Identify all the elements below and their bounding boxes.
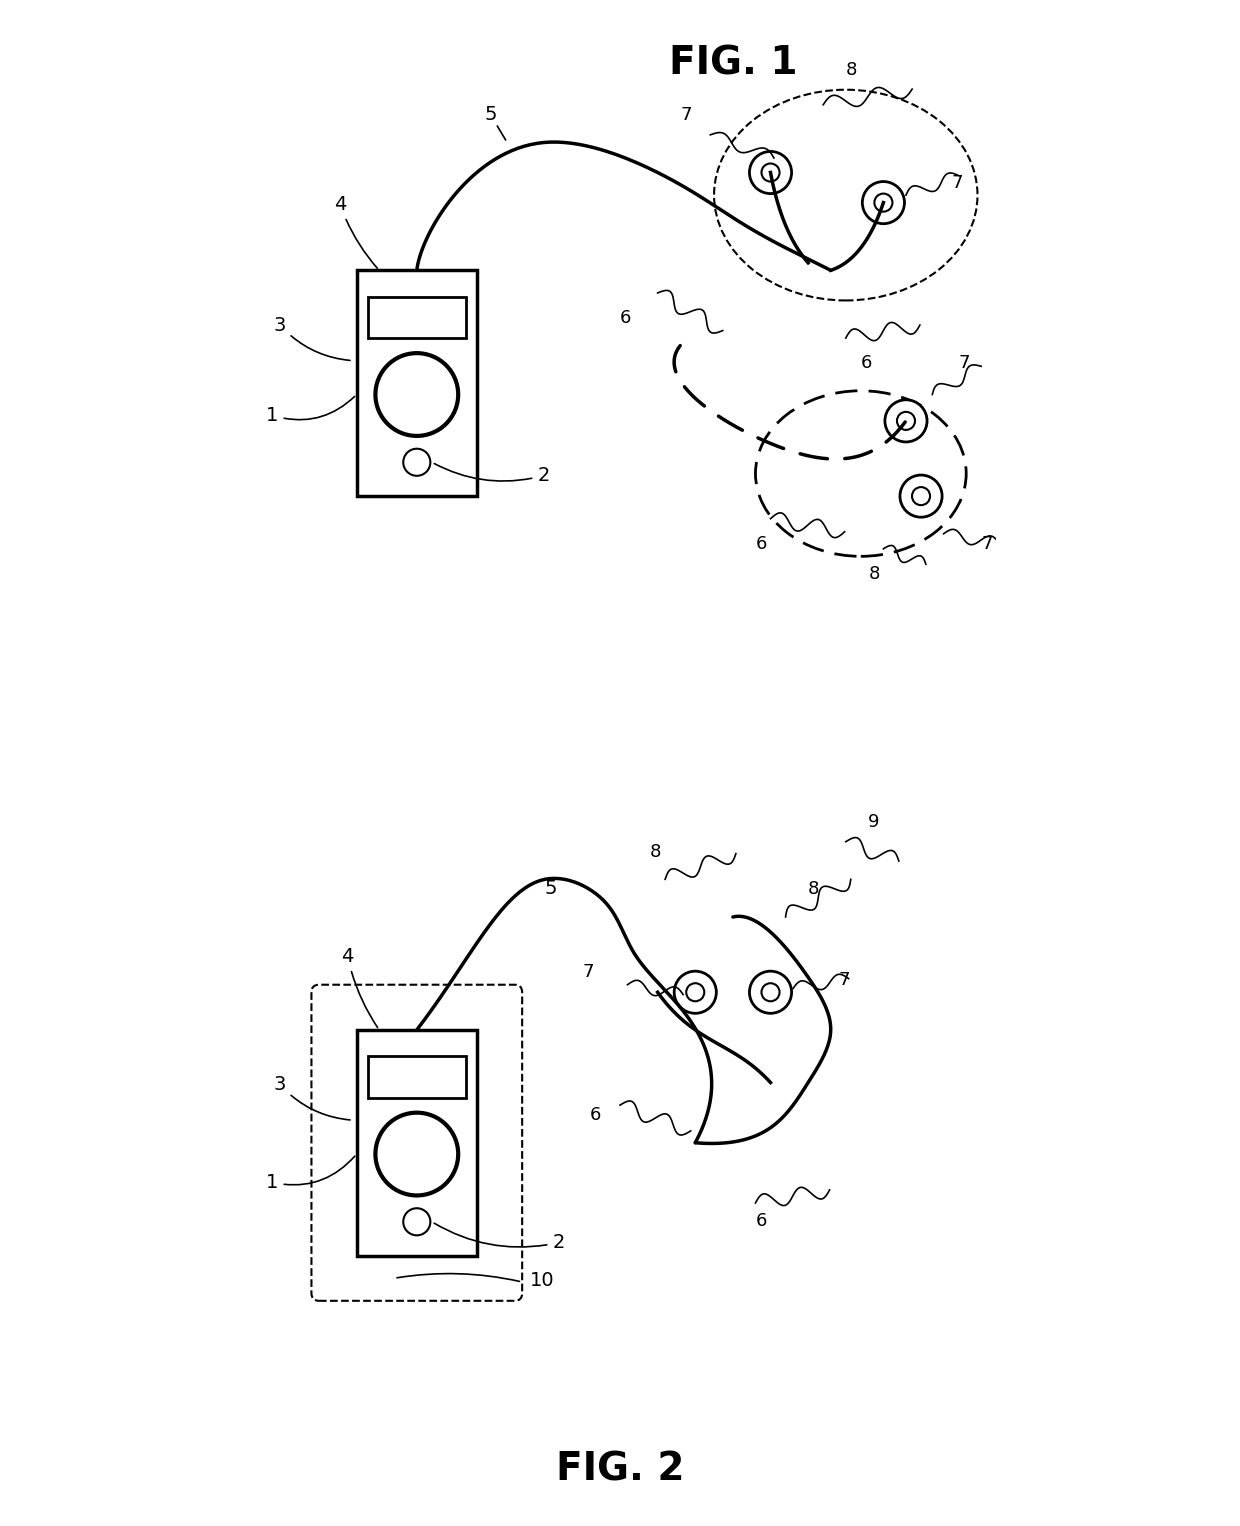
Text: 2: 2 (434, 464, 549, 485)
Circle shape (874, 194, 893, 212)
Text: 6: 6 (755, 1212, 766, 1230)
Circle shape (749, 971, 791, 1013)
Text: 7: 7 (959, 354, 970, 372)
Text: FIG. 2: FIG. 2 (556, 1451, 684, 1489)
Text: 8: 8 (650, 842, 661, 861)
Circle shape (403, 1209, 430, 1236)
Circle shape (675, 971, 717, 1013)
Text: 5: 5 (544, 879, 557, 899)
Text: 10: 10 (529, 1271, 554, 1289)
Text: 9: 9 (868, 813, 880, 830)
Circle shape (376, 353, 459, 436)
Circle shape (749, 151, 791, 194)
Text: 3: 3 (274, 316, 350, 360)
Text: 1: 1 (267, 1157, 355, 1192)
Circle shape (897, 412, 915, 430)
Text: 8: 8 (868, 565, 879, 583)
Text: 7: 7 (838, 971, 849, 989)
Text: FIG. 1: FIG. 1 (668, 44, 797, 82)
Bar (368, 1056, 466, 1097)
Circle shape (911, 487, 930, 505)
Text: 6: 6 (861, 354, 872, 372)
Circle shape (761, 983, 780, 1001)
Bar (357, 270, 477, 496)
Text: 7: 7 (583, 963, 594, 981)
Text: 6: 6 (590, 1106, 601, 1125)
Circle shape (403, 449, 430, 476)
Text: 4: 4 (341, 948, 378, 1027)
Text: 7: 7 (981, 534, 993, 552)
Text: 1: 1 (267, 397, 355, 424)
Text: 3: 3 (274, 1076, 350, 1120)
Text: 6: 6 (620, 310, 631, 327)
Text: 6: 6 (755, 534, 766, 552)
Circle shape (885, 400, 928, 443)
Circle shape (761, 163, 780, 182)
Circle shape (686, 983, 704, 1001)
Text: 5: 5 (485, 105, 497, 124)
Circle shape (376, 1112, 459, 1195)
Bar (357, 1030, 477, 1256)
Circle shape (900, 475, 942, 517)
Bar (368, 296, 466, 339)
Text: 4: 4 (334, 195, 377, 269)
Text: 7: 7 (951, 174, 962, 192)
Text: 8: 8 (808, 881, 820, 899)
Text: 7: 7 (681, 105, 692, 124)
Text: 2: 2 (434, 1224, 564, 1253)
Text: 8: 8 (846, 61, 857, 79)
Circle shape (862, 182, 904, 224)
